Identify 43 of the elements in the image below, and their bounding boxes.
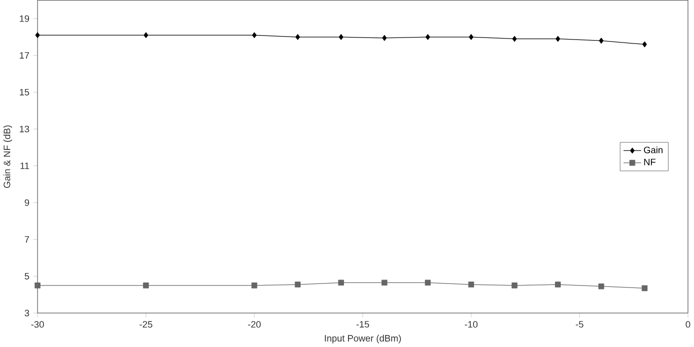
point [34,282,40,288]
legend-label: Gain [644,146,662,154]
y-tick-label: 13 [20,126,30,132]
y-tick-label: 7 [24,236,30,243]
point [642,285,648,292]
point [468,282,474,288]
y-tick-label: 19 [20,15,30,22]
point [35,32,40,38]
point [338,34,344,40]
point [251,282,258,288]
point [144,32,148,38]
y-tick-label: 9 [24,199,30,206]
y-tick-label: 11 [20,162,30,170]
point [556,36,560,42]
point [426,34,430,40]
legend-label: NF [644,158,656,166]
x-tick-label: -30 [31,321,44,328]
point [143,282,149,288]
point [382,35,387,41]
point [294,282,301,288]
x-tick-label: -10 [464,321,478,328]
x-tick-label: -5 [576,321,584,328]
y-tick-label: 3 [24,310,30,316]
point [382,280,388,286]
y-axis-title: Gain & NF (dB) [3,126,12,188]
point [468,34,474,40]
x-tick-label: 0 [686,321,690,328]
point [512,36,517,42]
point [338,280,344,286]
point [295,34,300,40]
point [512,282,518,288]
point [642,42,647,48]
x-tick-label: -15 [356,321,370,328]
point [252,32,257,38]
x-tick-label: -25 [140,321,152,328]
x-tick-label: -20 [248,321,261,328]
x-axis-title: Input Power (dBm) [324,334,401,344]
point [555,282,561,288]
y-tick-label: 17 [20,52,30,59]
y-tick-label: 5 [24,273,30,280]
point [598,284,604,290]
point [424,280,431,286]
y-tick-label: 15 [20,89,30,96]
